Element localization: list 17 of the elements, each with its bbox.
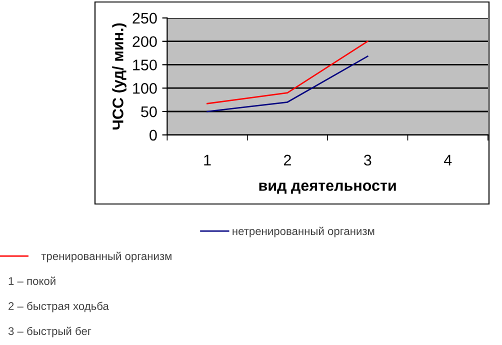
x-tick-label: 1 xyxy=(204,154,211,166)
text: 2 – быстрая ходьба xyxy=(8,302,109,312)
legend-label: нетренированный организм xyxy=(232,226,374,238)
text: 1 – покой xyxy=(8,276,56,285)
legend-label: тренированный организм xyxy=(41,252,172,262)
x-axis-title: вид деятельности xyxy=(259,182,396,194)
y-axis-title: ЧСС (уд/ мин.) xyxy=(112,23,126,130)
y-tick-label: 50 xyxy=(141,106,157,118)
x-tick-label: 3 xyxy=(364,154,372,166)
y-tick-label: 250 xyxy=(132,12,157,24)
x-tick-label: 4 xyxy=(444,154,452,166)
y-tick-label: 150 xyxy=(133,60,157,70)
x-tick-label: 2 xyxy=(284,154,291,166)
y-tick-label: 200 xyxy=(132,36,157,48)
y-tick-label: 100 xyxy=(133,82,157,94)
y-tick-label: 0 xyxy=(150,130,157,141)
text: 3 – быстрый бег xyxy=(8,326,92,338)
